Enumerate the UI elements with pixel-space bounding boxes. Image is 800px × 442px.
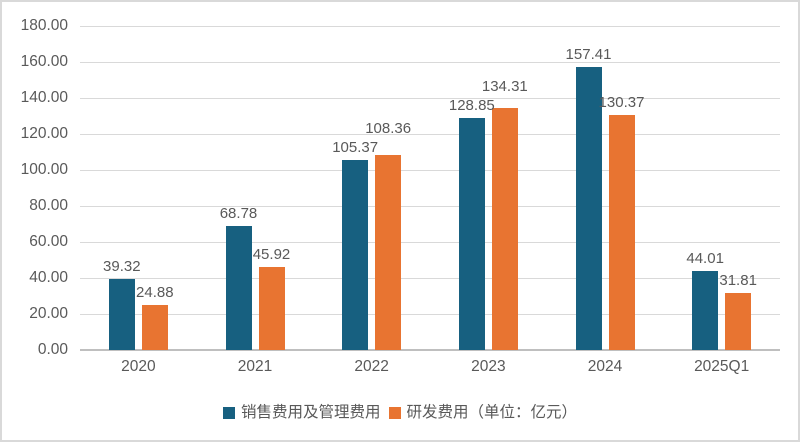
gridline <box>80 313 780 315</box>
gridline <box>80 25 780 27</box>
x-tick-label: 2021 <box>237 358 273 375</box>
x-tick-label: 2020 <box>121 358 156 375</box>
bar-orange <box>608 115 635 350</box>
legend-item-rd-expense: 研发费用（单位：亿元） <box>388 404 578 422</box>
y-tick-label: 160.00 <box>20 53 68 70</box>
legend-label: 销售费用及管理费用 <box>240 404 381 421</box>
y-tick-label: 100.00 <box>20 161 68 178</box>
value-label: 39.32 <box>103 258 141 276</box>
legend-swatch-orange <box>388 407 401 419</box>
value-label: 108.36 <box>365 120 412 138</box>
gridline <box>80 205 780 207</box>
y-tick-label: 0.00 <box>37 341 68 358</box>
bar-orange <box>141 305 168 350</box>
x-tick-label: 2022 <box>354 358 389 375</box>
value-label: 157.41 <box>565 45 612 63</box>
gridline <box>80 133 780 135</box>
value-label: 45.92 <box>252 246 291 264</box>
legend: 销售费用及管理费用 研发费用（单位：亿元） <box>2 404 798 422</box>
bar-orange <box>375 154 402 350</box>
bar-blue <box>108 279 135 350</box>
value-label: 134.31 <box>481 78 528 96</box>
value-label: 68.78 <box>219 205 258 223</box>
value-label: 31.81 <box>719 271 757 289</box>
y-tick-label: 120.00 <box>20 125 68 142</box>
x-tick-label: 2023 <box>471 358 506 375</box>
y-tick-label: 140.00 <box>20 89 68 106</box>
y-tick-label: 40.00 <box>29 269 68 286</box>
bar-blue <box>575 66 602 350</box>
y-tick-label: 180.00 <box>20 17 68 34</box>
bar-blue <box>458 118 485 350</box>
y-tick-label: 60.00 <box>29 233 68 250</box>
y-tick-label: 20.00 <box>29 305 68 322</box>
gridline <box>80 277 780 279</box>
gridline <box>80 97 780 99</box>
bar-orange <box>258 267 285 350</box>
y-tick-label: 80.00 <box>29 197 68 214</box>
x-tick-label: 2025Q1 <box>694 358 750 375</box>
legend-item-selling-admin-expense: 销售费用及管理费用 <box>222 404 381 422</box>
bar-orange <box>725 292 752 350</box>
value-label: 130.37 <box>598 94 645 112</box>
legend-swatch-blue <box>222 407 235 419</box>
legend-label: 研发费用（单位：亿元） <box>406 404 578 421</box>
gridline <box>80 169 780 171</box>
value-label: 128.85 <box>448 97 495 115</box>
bar-orange <box>491 108 518 350</box>
bar-blue <box>692 270 719 350</box>
bar-blue <box>225 226 252 350</box>
value-label: 105.37 <box>332 139 379 157</box>
x-axis-line <box>80 349 780 351</box>
value-label: 44.01 <box>686 249 724 267</box>
value-label: 24.88 <box>136 284 174 302</box>
gridline <box>80 241 780 243</box>
bar-blue <box>342 160 369 350</box>
gridline <box>80 61 780 63</box>
x-tick-label: 2024 <box>587 358 623 375</box>
